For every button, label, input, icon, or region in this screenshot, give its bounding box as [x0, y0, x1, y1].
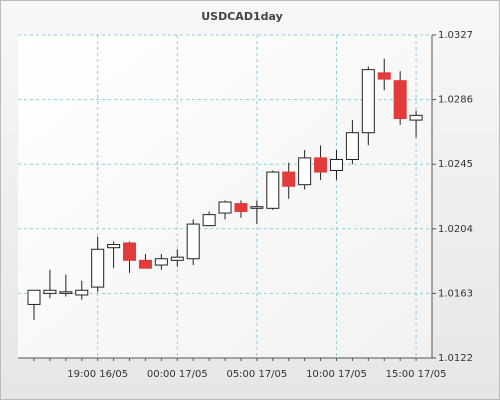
x-tick-label: 00:00 17/05: [147, 369, 208, 380]
y-tick-label: 1.0327: [438, 30, 473, 41]
x-tick-label: 05:00 17/05: [226, 369, 287, 380]
candle-body: [43, 289, 57, 294]
candle-body: [170, 256, 184, 261]
candle-body: [186, 223, 200, 260]
y-tick-label: 1.0204: [438, 224, 473, 235]
x-tick-label: 10:00 17/05: [306, 369, 367, 380]
y-tick-label: 1.0245: [438, 159, 473, 170]
candle-body: [138, 259, 152, 269]
candle-body: [59, 291, 73, 294]
candle-body: [218, 201, 232, 214]
candle-body: [266, 171, 280, 209]
y-tick-label: 1.0286: [438, 95, 473, 106]
candle-body: [107, 244, 121, 249]
x-tick-label: 15:00 17/05: [386, 369, 447, 380]
candle-body: [123, 242, 137, 261]
candle-body: [345, 132, 359, 160]
candle-body: [282, 171, 296, 187]
candle-body: [314, 157, 328, 173]
candle-body: [234, 203, 248, 212]
candle-body: [393, 80, 407, 120]
candles: [27, 58, 423, 321]
y-tick-label: 1.0122: [438, 353, 473, 364]
chart-title: USDCAD1day: [201, 10, 283, 23]
y-tick-label: 1.0163: [438, 288, 473, 299]
candle-body: [250, 206, 264, 209]
x-tick-label: 19:00 16/05: [67, 369, 128, 380]
candle-body: [377, 72, 391, 80]
candle-body: [27, 289, 41, 305]
candle-body: [91, 248, 105, 288]
candle-body: [202, 214, 216, 227]
candle-body: [409, 114, 423, 121]
candle-body: [329, 158, 343, 172]
candle-body: [154, 258, 168, 266]
candle-body: [361, 69, 375, 134]
candle-body: [298, 157, 312, 186]
candle-body: [75, 289, 89, 296]
